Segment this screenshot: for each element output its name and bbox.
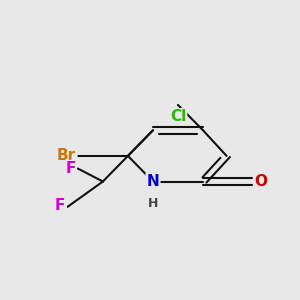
Text: N: N [147, 174, 159, 189]
Text: Br: Br [57, 148, 76, 164]
Text: O: O [254, 174, 268, 189]
Text: F: F [65, 161, 76, 176]
Text: H: H [148, 197, 158, 210]
Text: F: F [55, 198, 65, 213]
Text: Cl: Cl [170, 109, 186, 124]
